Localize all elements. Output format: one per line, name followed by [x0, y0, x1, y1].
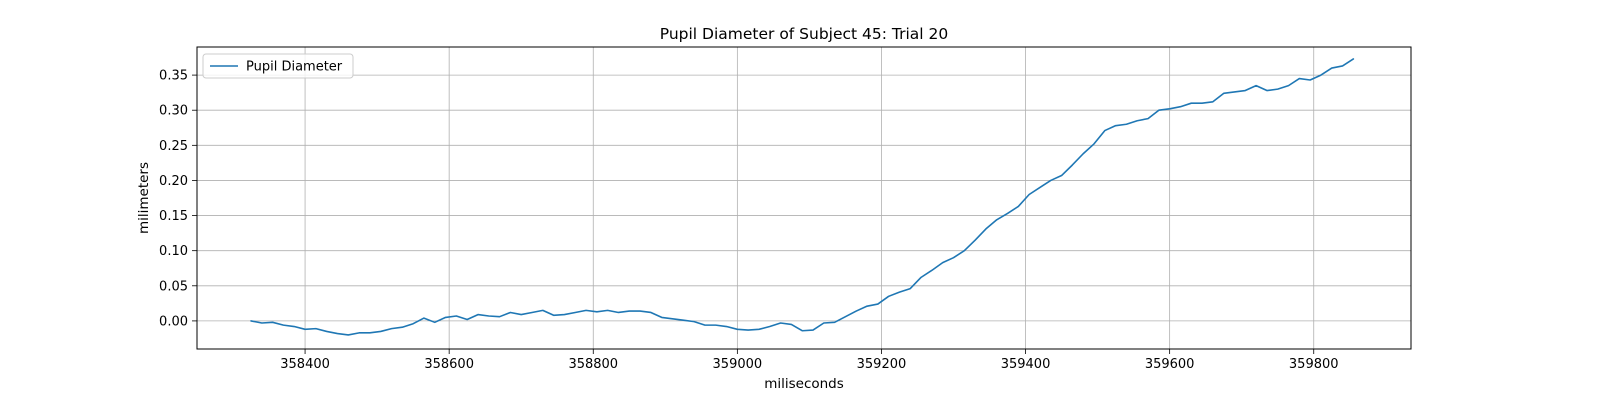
- axis-ticks: 358400 358600 358800 359000 359200 359400 3596…: [159, 69, 1339, 372]
- x-tick-label: 359800: [1289, 357, 1339, 372]
- series-layer: [250, 58, 1355, 336]
- legend-box: [202, 53, 354, 79]
- plot-frame: [196, 46, 1412, 350]
- y-tick-label: 0.25: [159, 139, 188, 154]
- x-tick-label: 358800: [568, 357, 618, 372]
- x-tick-label: 358600: [424, 357, 474, 372]
- y-tick-label: 0.30: [159, 104, 188, 119]
- series-line-pupil-diameter: [250, 58, 1355, 336]
- y-axis-title: milimeters: [136, 162, 152, 234]
- x-axis-title: miliseconds: [764, 376, 844, 392]
- x-tick-label: 359000: [713, 357, 763, 372]
- chart-title: Pupil Diameter of Subject 45: Trial 20: [660, 25, 949, 43]
- x-tick-label: 359400: [1001, 357, 1051, 372]
- y-tick-label: 0.20: [159, 174, 188, 189]
- x-tick-label: 359600: [1145, 357, 1195, 372]
- legend: Pupil Diameter: [202, 53, 354, 79]
- y-tick-label: 0.05: [159, 279, 188, 294]
- y-tick-label: 0.10: [159, 244, 188, 259]
- y-tick-label: 0.35: [159, 69, 188, 84]
- y-tick-label: 0.15: [159, 209, 188, 224]
- grid-lines: [197, 47, 1411, 349]
- legend-label-pupil-diameter: Pupil Diameter: [246, 60, 343, 75]
- x-tick-label: 359200: [857, 357, 907, 372]
- y-tick-label: 0.00: [159, 314, 188, 329]
- x-tick-label: 358400: [280, 357, 330, 372]
